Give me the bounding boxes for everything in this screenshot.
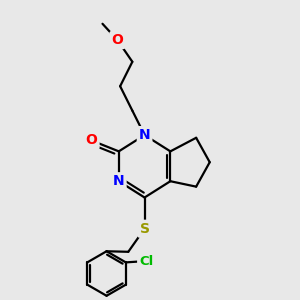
Text: N: N <box>139 128 150 142</box>
Text: methoxy: methoxy <box>93 21 99 22</box>
Text: Cl: Cl <box>139 254 153 268</box>
Text: S: S <box>140 222 150 236</box>
Text: O: O <box>86 134 98 148</box>
Text: N: N <box>113 174 124 188</box>
Text: O: O <box>112 33 123 47</box>
